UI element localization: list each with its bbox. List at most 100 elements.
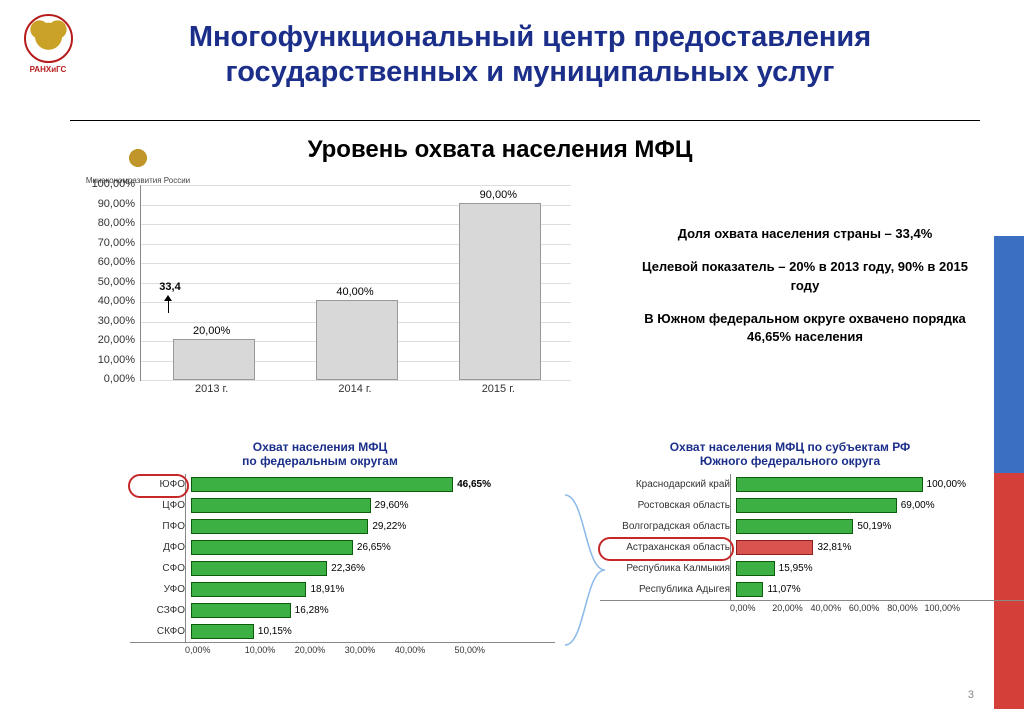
hbar-row: ЦФО 29,60%: [130, 495, 555, 516]
x-tick-label: 2013 г.: [172, 383, 252, 395]
page-number: 3: [968, 689, 974, 701]
category-label: УФО: [130, 584, 191, 595]
category-label: ЦФО: [130, 500, 191, 511]
y-tick-label: 70,00%: [75, 237, 135, 249]
hbar-bar: [191, 624, 254, 639]
y-tick-label: 50,00%: [75, 276, 135, 288]
x-tick-label: 30,00%: [335, 645, 385, 655]
bar-value-label: 22,36%: [327, 563, 365, 574]
ranepa-logo: РАНХиГС: [18, 14, 78, 74]
category-label: Краснодарский край: [600, 479, 736, 490]
hbar-row: Волгоградская область 50,19%: [600, 516, 1024, 537]
column-chart-coverage-by-year: 0,00% 10,00% 20,00% 30,00% 40,00% 50,00% 60,00…: [75, 185, 595, 405]
hbar-row: ПФО 29,22%: [130, 516, 555, 537]
hbar-row: Краснодарский край 100,00%: [600, 474, 1024, 495]
y-tick-label: 30,00%: [75, 315, 135, 327]
text-target: Целевой показатель – 20% в 2013 году, 90…: [630, 258, 980, 296]
hbar-bar: [736, 498, 897, 513]
category-label: СФО: [130, 563, 191, 574]
bar-value-label: 29,60%: [371, 500, 409, 511]
bar-value-label: 32,81%: [813, 542, 851, 553]
y-tick-label: 100,00%: [75, 178, 135, 190]
divider: [70, 120, 980, 121]
category-label: Ростовская область: [600, 500, 736, 511]
hbar-row: ДФО 26,65%: [130, 537, 555, 558]
category-label: Республика Калмыкия: [600, 563, 736, 574]
hbar-bar: [191, 561, 327, 576]
category-label: Республика Адыгея: [600, 584, 736, 595]
hbar-row: Ростовская область 69,00%: [600, 495, 1024, 516]
bar-value-label: 50,19%: [853, 521, 891, 532]
bar-value-label: 29,22%: [368, 521, 406, 532]
annotation-label: 33,4: [150, 281, 190, 293]
hbar-bar: [736, 519, 853, 534]
x-tick-label: 2015 г.: [458, 383, 538, 395]
hbar-bar: [736, 582, 763, 597]
x-tick-label: 2014 г.: [315, 383, 395, 395]
x-tick-label: 10,00%: [235, 645, 285, 655]
right-text-block: Доля охвата населения страны – 33,4% Цел…: [630, 225, 980, 361]
bar-value-label: 69,00%: [897, 500, 935, 511]
x-tick-label: 100,00%: [922, 603, 960, 613]
flag-stripe: [994, 0, 1024, 709]
y-tick-label: 90,00%: [75, 198, 135, 210]
x-tick-label: 60,00%: [845, 603, 883, 613]
hbar-row: Республика Адыгея 11,07%: [600, 579, 1024, 600]
chart-title: Охват населения МФЦ по субъектам РФ Южно…: [600, 440, 980, 468]
hbar-bar: [191, 603, 291, 618]
x-tick-label: 20,00%: [285, 645, 335, 655]
bar-value-label: 40,00%: [315, 286, 395, 298]
x-tick-label: 40,00%: [807, 603, 845, 613]
x-tick-label: 40,00%: [385, 645, 435, 655]
y-tick-label: 20,00%: [75, 334, 135, 346]
text-south: В Южном федеральном округе охвачено поря…: [630, 310, 980, 348]
column-bar: [459, 203, 541, 381]
hbar-chart-districts: Охват населения МФЦ по федеральным округ…: [130, 440, 510, 655]
eagle-icon: [24, 14, 73, 63]
hbar-chart-subjects: Охват населения МФЦ по субъектам РФ Южно…: [600, 440, 980, 613]
column-bar: [316, 300, 398, 380]
bar-value-label: 100,00%: [923, 479, 966, 490]
y-tick-label: 10,00%: [75, 354, 135, 366]
y-tick-label: 60,00%: [75, 256, 135, 268]
hbar-row: УФО 18,91%: [130, 579, 555, 600]
bar-value-label: 90,00%: [458, 189, 538, 201]
column-bar: [173, 339, 255, 380]
highlight-oval: [128, 474, 189, 498]
bar-value-label: 20,00%: [172, 325, 252, 337]
subtitle: Уровень охвата населения МФЦ: [0, 136, 1000, 164]
hbar-bar: [191, 477, 453, 492]
bar-value-label: 16,28%: [291, 605, 329, 616]
x-tick-label: 50,00%: [435, 645, 485, 655]
logo-text: РАНХиГС: [18, 65, 78, 74]
category-label: ДФО: [130, 542, 191, 553]
bracket-connector: [560, 490, 620, 650]
y-tick-label: 40,00%: [75, 295, 135, 307]
category-label: СЗФО: [130, 605, 191, 616]
text-share: Доля охвата населения страны – 33,4%: [630, 225, 980, 244]
y-tick-label: 0,00%: [75, 373, 135, 385]
x-tick-label: 0,00%: [185, 645, 235, 655]
bar-value-label: 26,65%: [353, 542, 391, 553]
hbar-row: СКФО10,15%: [130, 621, 555, 642]
hbar-bar: [191, 582, 306, 597]
hbar-row: СФО 22,36%: [130, 558, 555, 579]
chart-title: Охват населения МФЦ по федеральным округ…: [130, 440, 510, 468]
hbar-bar: [191, 540, 353, 555]
bar-value-label: 15,95%: [775, 563, 813, 574]
hbar-row: СЗФО 16,28%: [130, 600, 555, 621]
page-title: Многофункциональный центр предоставления…: [100, 20, 960, 90]
hbar-bar: [191, 498, 371, 513]
hbar-bar: [736, 540, 813, 555]
x-tick-label: 0,00%: [730, 603, 768, 613]
x-tick-label: 20,00%: [768, 603, 806, 613]
hbar-bar: [736, 477, 923, 492]
bar-value-label: 11,07%: [763, 584, 800, 595]
hbar-row: Республика Калмыкия 15,95%: [600, 558, 1024, 579]
category-label: ПФО: [130, 521, 191, 532]
category-label: Волгоградская область: [600, 521, 736, 532]
bar-value-label: 46,65%: [453, 479, 491, 490]
category-label: СКФО: [130, 626, 191, 637]
bar-value-label: 18,91%: [306, 584, 344, 595]
hbar-row: ЮФО46,65%: [130, 474, 555, 495]
